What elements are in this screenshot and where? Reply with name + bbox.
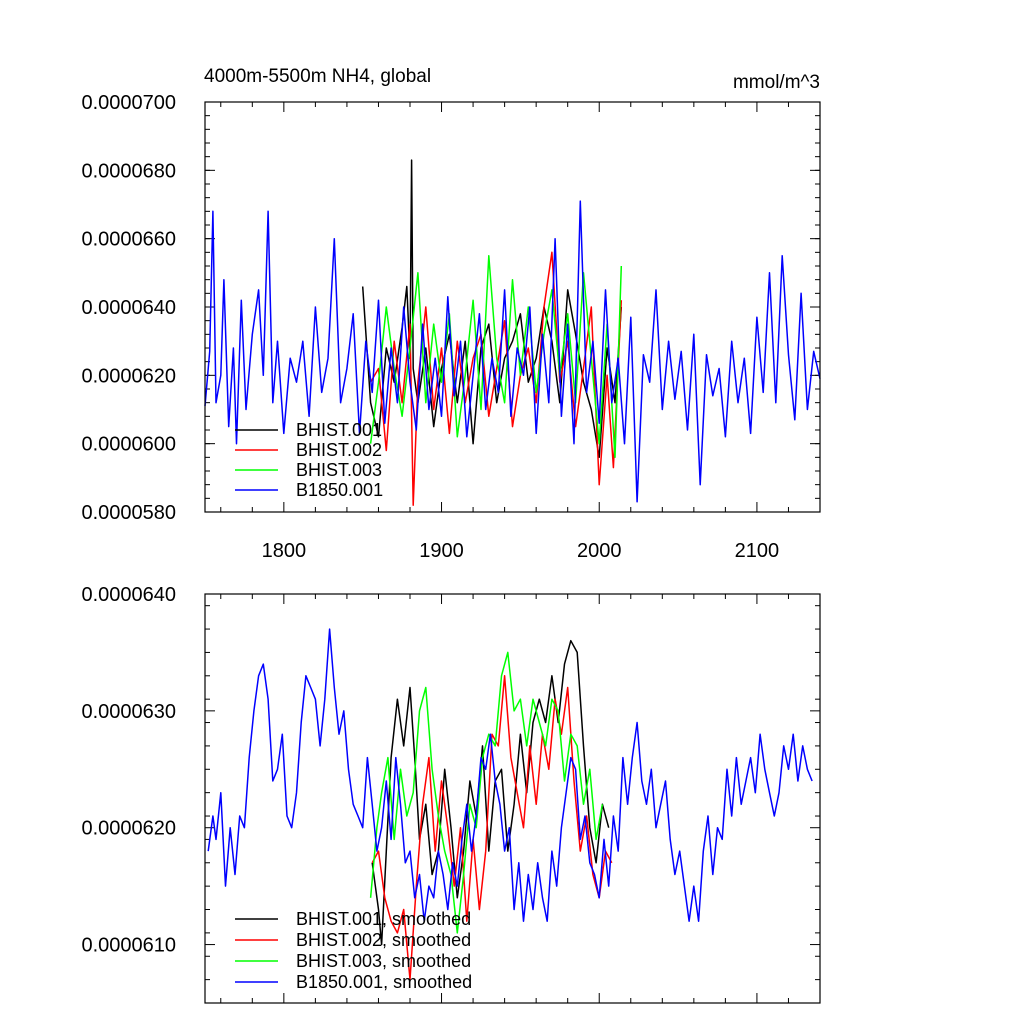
y-tick-label: 0.0000620 xyxy=(81,365,176,387)
y-tick-label: 0.0000640 xyxy=(81,584,176,606)
bottom-panel: 0.0000610 0.0000620 0.0000630 0.0000640 BHI… xyxy=(81,584,821,1004)
y-tick-label: 0.0000640 xyxy=(81,297,176,319)
legend-label: BHIST.001 xyxy=(296,420,382,440)
y-tick-label: 0.0000600 xyxy=(81,434,176,456)
series-line-bhist-003 xyxy=(369,254,623,459)
top-panel-frame xyxy=(204,101,821,513)
top-panel-series-lines xyxy=(204,159,821,506)
x-tick-label: 2000 xyxy=(577,540,622,562)
y-tick-label: 0.0000630 xyxy=(81,701,176,723)
series-line-bhist-003-smoothed xyxy=(369,651,604,934)
legend-label: BHIST.003, smoothed xyxy=(296,951,471,971)
y-tick-label: 0.0000580 xyxy=(81,502,176,524)
top-panel: 4000m-5500m NH4, global mmol/m^3 0.00005… xyxy=(81,66,821,562)
y-tick-label: 0.0000620 xyxy=(81,818,176,840)
y-tick-label: 0.0000660 xyxy=(81,229,176,251)
series-line-bhist-002 xyxy=(369,251,623,506)
legend-label: BHIST.002, smoothed xyxy=(296,930,471,950)
legend-label: B1850.001 xyxy=(296,480,383,500)
legend-label: BHIST.001, smoothed xyxy=(296,909,471,929)
y-tick-label: 0.0000610 xyxy=(81,935,176,957)
legend-label: B1850.001, smoothed xyxy=(296,972,472,992)
y-tick-label: 0.0000700 xyxy=(81,92,176,114)
series-line-bhist-001-smoothed xyxy=(371,639,610,946)
top-panel-units-label: mmol/m^3 xyxy=(733,72,820,93)
x-tick-label: 1800 xyxy=(262,540,307,562)
series-line-bhist-002-smoothed xyxy=(371,675,613,981)
series-line-b1850-001 xyxy=(204,200,821,503)
series-line-b1850-001-smoothed xyxy=(207,628,813,922)
x-tick-label: 2100 xyxy=(735,540,780,562)
bottom-panel-frame xyxy=(204,593,821,1004)
legend-label: BHIST.003 xyxy=(296,460,382,480)
bottom-panel-ticks: 0.0000610 0.0000620 0.0000630 0.0000640 xyxy=(81,584,821,1004)
top-panel-ticks: 0.0000580 0.0000600 0.0000620 0.0000640 0.00… xyxy=(81,92,821,562)
x-tick-label: 1900 xyxy=(419,540,464,562)
y-tick-label: 0.0000680 xyxy=(81,160,176,182)
legend-label: BHIST.002 xyxy=(296,440,382,460)
bottom-panel-series-lines xyxy=(207,628,813,981)
top-panel-title: 4000m-5500m NH4, global xyxy=(204,66,431,87)
